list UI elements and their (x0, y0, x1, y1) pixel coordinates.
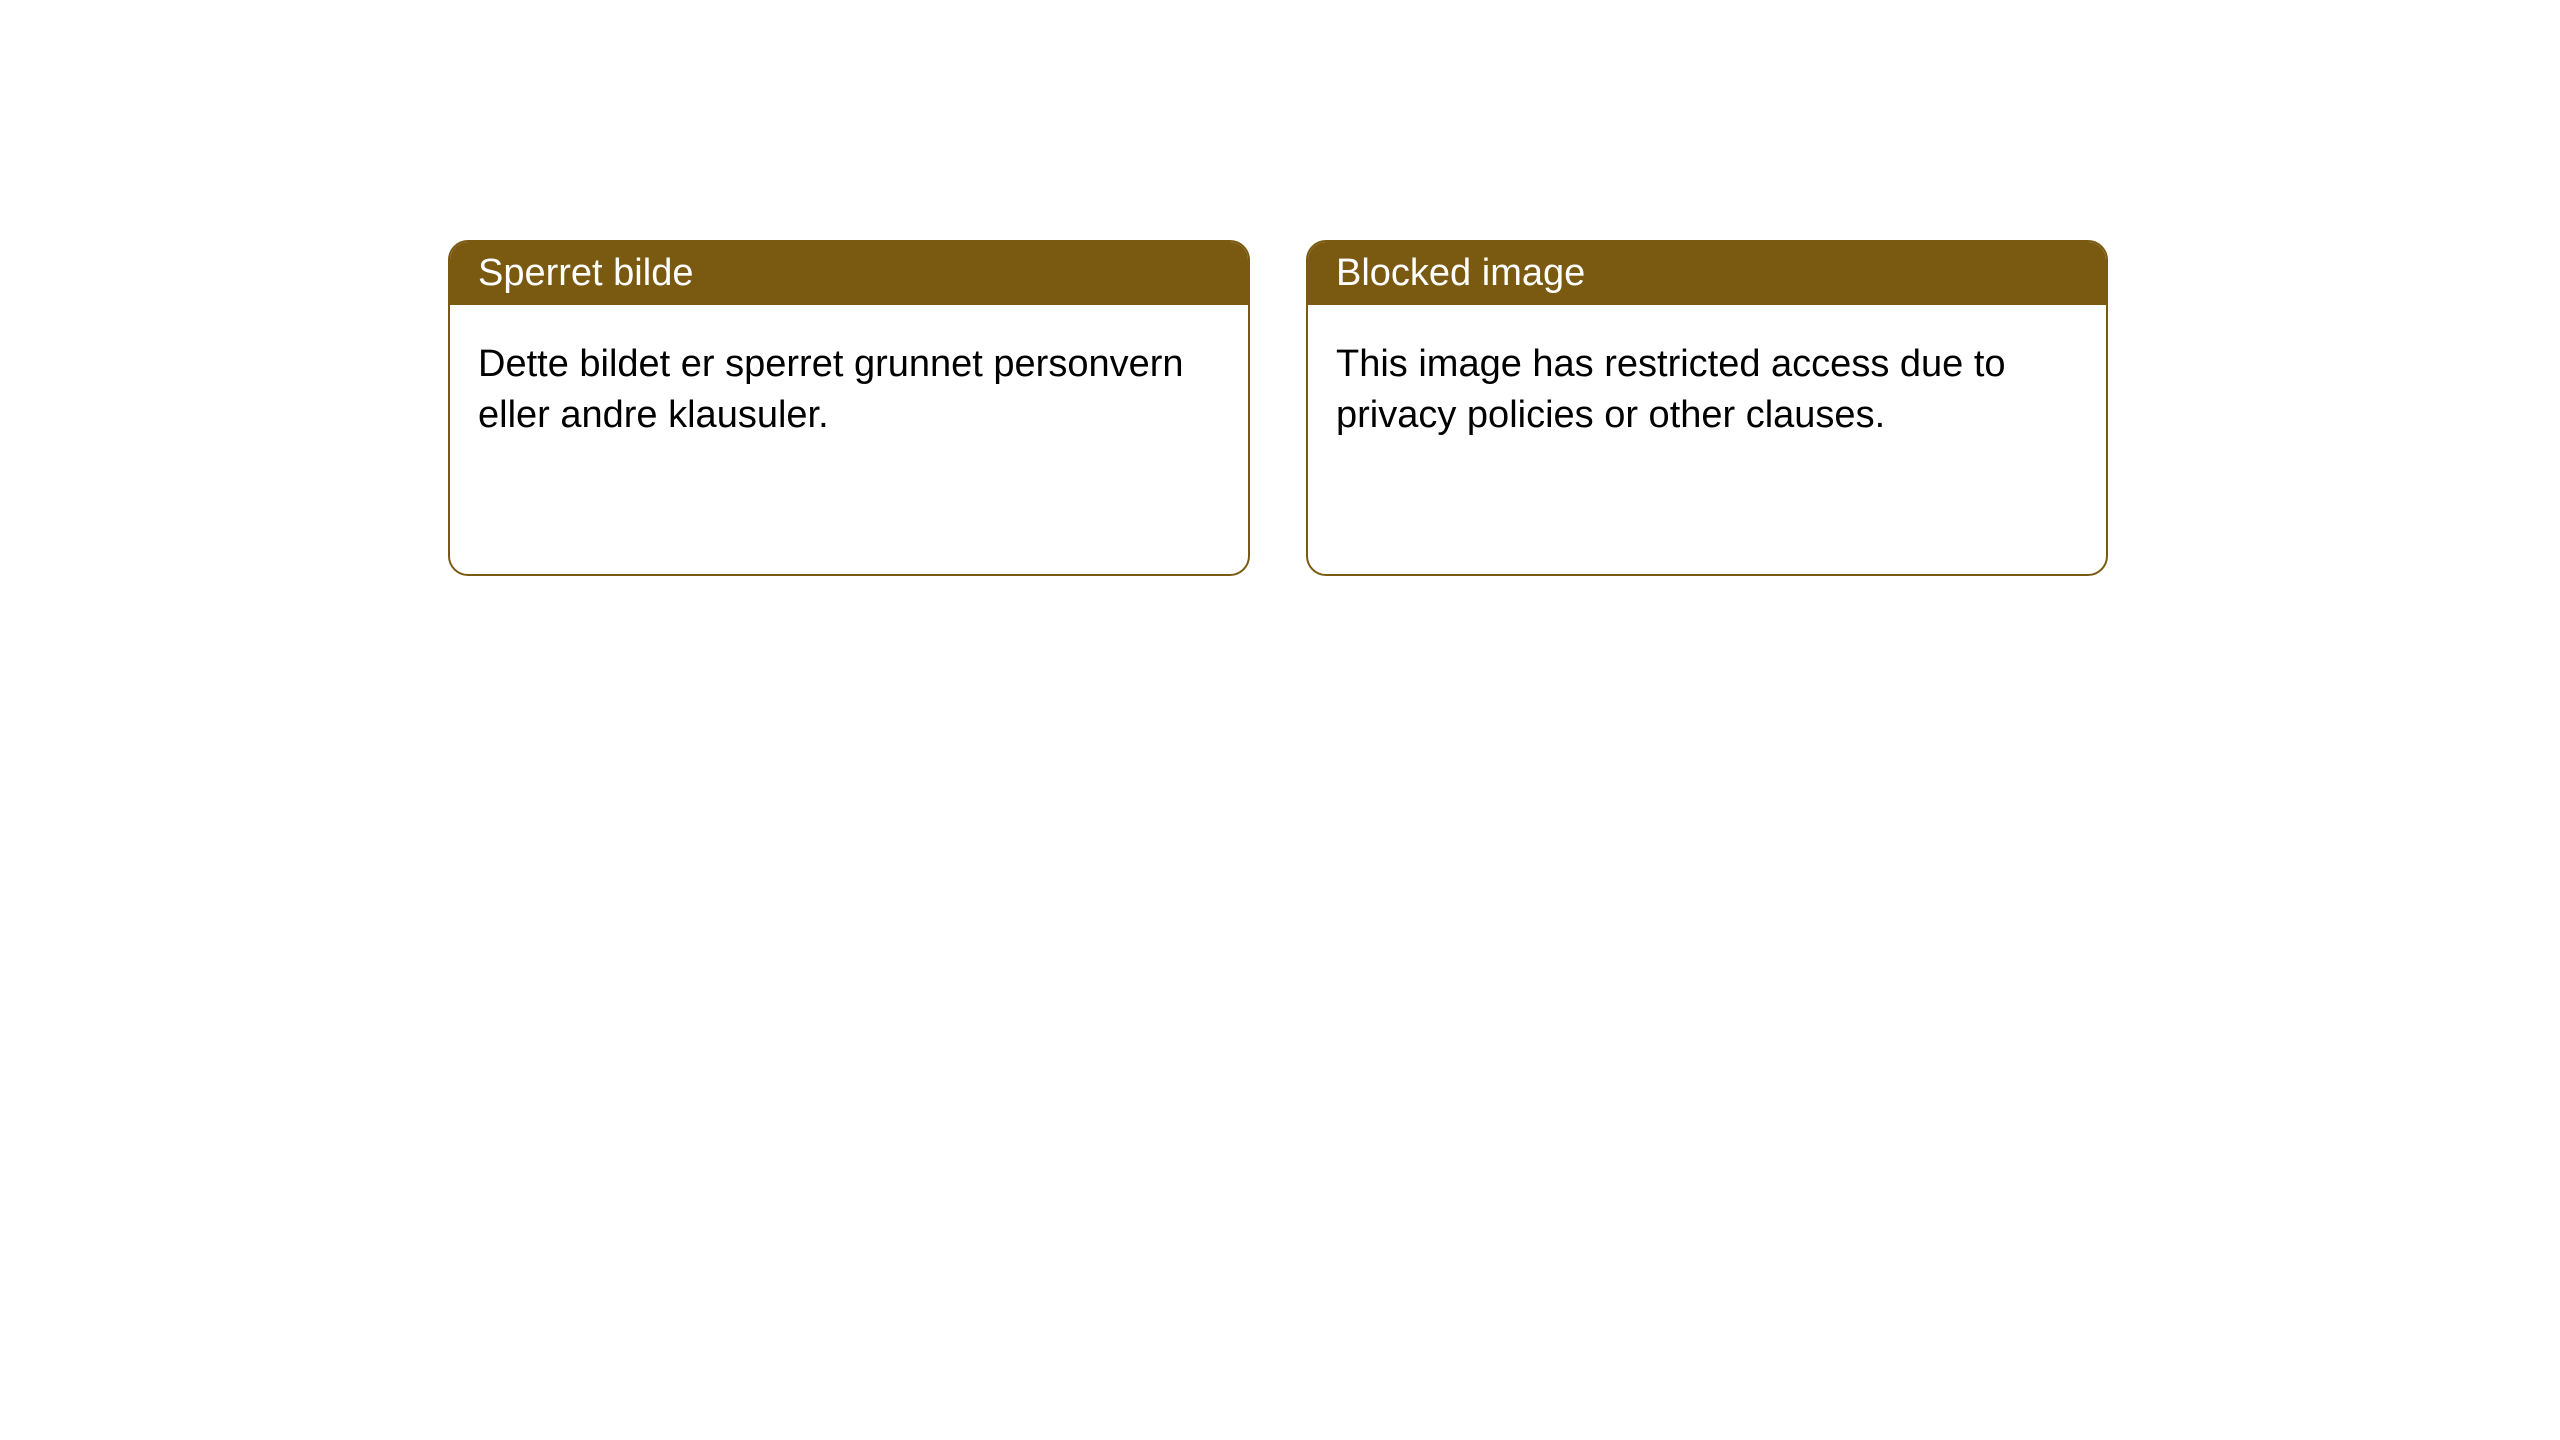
notice-card-english: Blocked image This image has restricted … (1306, 240, 2108, 576)
notice-card-norwegian: Sperret bilde Dette bildet er sperret gr… (448, 240, 1250, 576)
notice-body: This image has restricted access due to … (1308, 305, 2106, 476)
notice-header: Sperret bilde (450, 242, 1248, 305)
notice-header: Blocked image (1308, 242, 2106, 305)
notice-container: Sperret bilde Dette bildet er sperret gr… (0, 0, 2560, 576)
notice-body: Dette bildet er sperret grunnet personve… (450, 305, 1248, 476)
